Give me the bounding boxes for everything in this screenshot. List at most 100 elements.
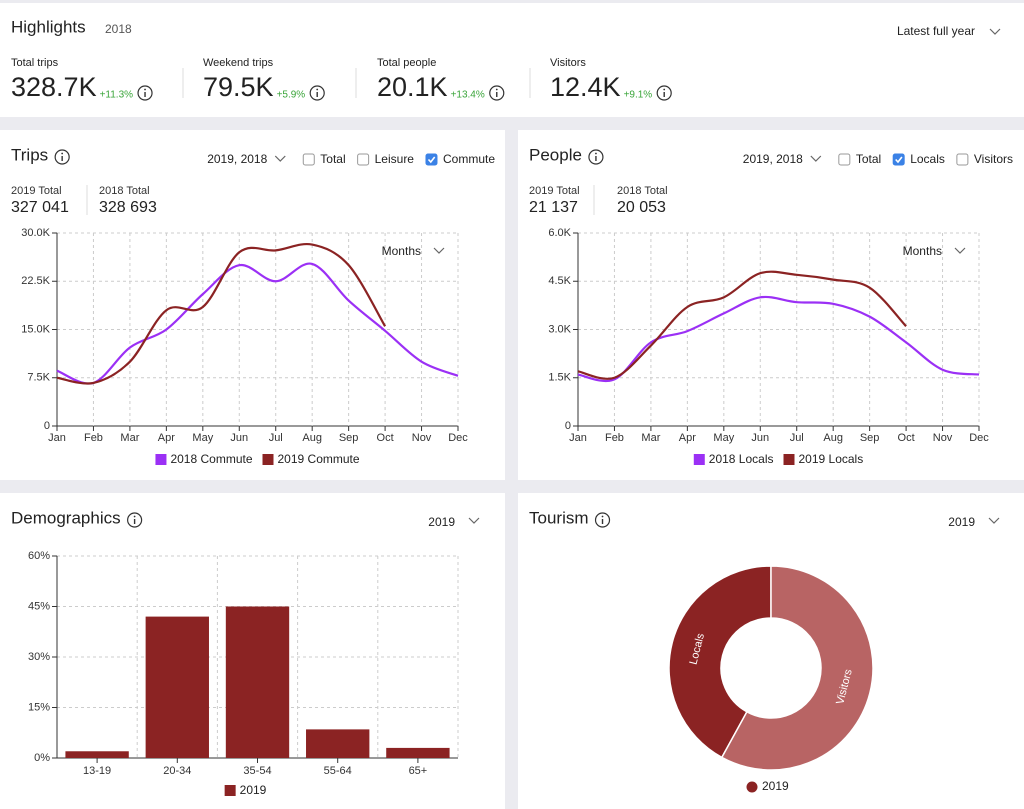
period-select[interactable]: 2019, 2018 — [207, 152, 267, 166]
x-tick-label: May — [192, 432, 213, 444]
y-tick-label: 15.0K — [21, 323, 50, 335]
total-label: 2019 Total — [529, 185, 580, 197]
legend-swatch — [783, 454, 795, 465]
option-label[interactable]: Visitors — [974, 152, 1013, 166]
x-tick-label: Apr — [158, 432, 175, 444]
legend-swatch — [262, 454, 274, 465]
donut-slice — [668, 565, 772, 759]
x-tick-label: 55-64 — [324, 765, 352, 777]
metric-label: Visitors — [550, 57, 586, 69]
chevron — [988, 517, 1000, 524]
option-label[interactable]: Leisure — [375, 152, 415, 166]
y-tick-label: 7.5K — [27, 372, 50, 384]
x-tick-label: Sep — [339, 432, 359, 444]
x-tick-label: May — [713, 432, 734, 444]
option-label[interactable]: Total — [856, 152, 881, 166]
bar — [225, 606, 290, 758]
info-icon-dot — [663, 88, 666, 91]
checkbox[interactable] — [357, 153, 370, 166]
highlights-year: 2018 — [105, 22, 132, 36]
y-tick-label: 60% — [28, 550, 50, 562]
y-tick-label: 30% — [28, 651, 50, 663]
metric-change: +13.4% — [451, 90, 485, 101]
info-icon[interactable] — [656, 85, 672, 101]
x-tick-label: Apr — [679, 432, 696, 444]
info-icon[interactable] — [54, 149, 70, 165]
total-value: 21 137 — [529, 199, 578, 216]
x-tick-label: Feb — [84, 432, 103, 444]
total-label: 2018 Total — [99, 185, 150, 197]
info-icon[interactable] — [489, 85, 505, 101]
x-tick-label: Jan — [48, 432, 66, 444]
y-tick-label: 22.5K — [21, 275, 50, 287]
legend-label: 2018 Locals — [709, 452, 774, 466]
x-tick-label: Oct — [898, 432, 915, 444]
info-icon-dot — [144, 88, 146, 91]
bar — [386, 747, 450, 758]
legend-swatch — [224, 785, 236, 796]
donut-slice — [720, 565, 874, 771]
period-select[interactable]: 2019 — [948, 515, 975, 529]
total-value: 20 053 — [617, 199, 666, 216]
period-select[interactable]: Latest full year — [897, 24, 975, 38]
legend-swatch — [746, 781, 758, 793]
total-label: 2018 Total — [617, 185, 668, 197]
granularity-select[interactable]: Months — [382, 244, 421, 258]
option-label[interactable]: Total — [320, 152, 345, 166]
panel-title: Trips — [11, 145, 48, 164]
option-label[interactable]: Commute — [443, 152, 495, 166]
y-tick-label: 0% — [34, 752, 50, 764]
checkbox[interactable] — [838, 153, 851, 166]
legend-swatch — [155, 454, 167, 465]
bar — [145, 616, 209, 758]
metric-value: 12.4K — [550, 72, 621, 102]
chevron — [433, 247, 445, 254]
series-line — [577, 295, 980, 383]
y-tick-label: 0 — [44, 420, 50, 432]
granularity-select[interactable]: Months — [903, 244, 942, 258]
metric-label: Total people — [377, 57, 436, 69]
checkbox[interactable] — [425, 153, 438, 166]
total-value: 328 693 — [99, 199, 157, 216]
checkbox[interactable] — [892, 153, 905, 166]
x-tick-label: 13-19 — [83, 765, 111, 777]
legend-label: 2019 — [240, 783, 267, 797]
info-icon[interactable] — [594, 512, 611, 528]
x-tick-label: Nov — [412, 432, 432, 444]
highlights-title: Highlights — [11, 17, 86, 36]
metric-change: +5.9% — [277, 90, 306, 101]
info-icon[interactable] — [309, 85, 325, 101]
x-tick-label: Oct — [377, 432, 394, 444]
metric-change: +9.1% — [624, 90, 653, 101]
y-tick-label: 3.0K — [548, 323, 571, 335]
x-tick-label: 35-54 — [243, 765, 271, 777]
bar — [306, 729, 370, 758]
metric-label: Weekend trips — [203, 57, 274, 69]
info-icon[interactable] — [588, 149, 604, 165]
x-tick-label: Jun — [230, 432, 248, 444]
y-tick-label: 30.0K — [21, 227, 50, 239]
series-line — [56, 262, 459, 385]
checkmark — [895, 156, 903, 164]
metric-change: +11.3% — [100, 90, 134, 101]
checkbox[interactable] — [302, 153, 315, 166]
period-select[interactable]: 2019, 2018 — [743, 152, 803, 166]
checkbox[interactable] — [956, 153, 969, 166]
option-label[interactable]: Locals — [910, 152, 945, 166]
info-icon-dot — [495, 88, 498, 91]
x-tick-label: Aug — [302, 432, 322, 444]
legend-label: 2019 — [762, 779, 789, 793]
y-tick-label: 6.0K — [548, 227, 571, 239]
period-select[interactable]: 2019 — [428, 515, 455, 529]
metric-value: 328.7K — [11, 72, 97, 102]
info-icon[interactable] — [127, 512, 143, 528]
bar — [65, 751, 129, 758]
panel-title: Tourism — [529, 508, 589, 527]
y-tick-label: 4.5K — [548, 275, 571, 287]
total-label: 2019 Total — [11, 185, 62, 197]
metric-value: 79.5K — [203, 72, 274, 102]
info-icon-dot — [595, 152, 597, 155]
x-tick-label: Feb — [605, 432, 624, 444]
info-icon[interactable] — [137, 85, 153, 101]
